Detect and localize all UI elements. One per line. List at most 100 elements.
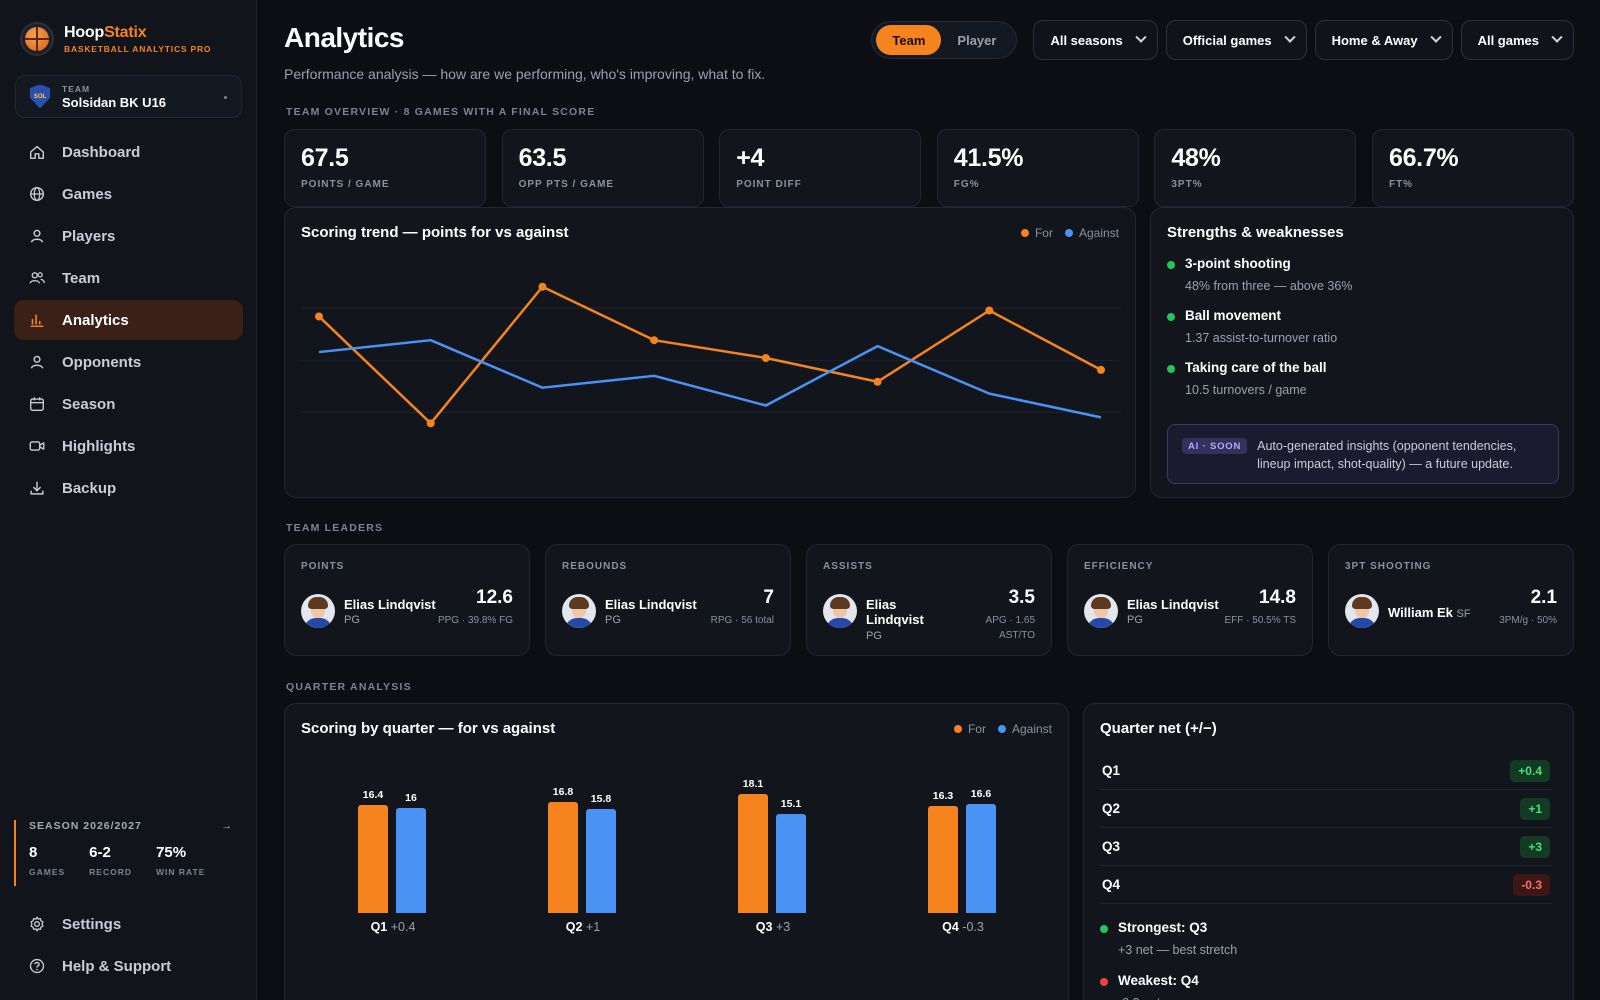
- bar-chart-icon: [28, 311, 46, 329]
- arrow-right-icon[interactable]: →: [221, 820, 233, 832]
- quarter-bars-legend: For Against: [942, 722, 1052, 736]
- brand-subtitle: BASKETBALL ANALYTICS PRO: [64, 44, 212, 54]
- data-point-for[interactable]: [985, 306, 994, 315]
- data-point-for[interactable]: [650, 336, 659, 345]
- more-dot-icon: [224, 96, 227, 99]
- strength-title: Taking care of the ball: [1185, 360, 1327, 375]
- data-point-for[interactable]: [538, 282, 547, 291]
- quarter-group-q4: 16.3 16.6 Q4 -0.3: [903, 764, 1023, 934]
- sidebar-item-backup[interactable]: Backup: [14, 468, 243, 508]
- leader-card-points[interactable]: POINTS PG Elias Lindqvist 12.6 PPG · 39.8% F…: [284, 544, 530, 656]
- quarter-strongest-note: Strongest: Q3 +3 net — best stretch: [1100, 920, 1552, 957]
- leader-detail: PPG · 39.8% FG: [437, 615, 513, 626]
- sidebar-bottom-nav: Settings Help & Support: [14, 904, 243, 988]
- leader-name: Elias Lindqvist: [344, 597, 454, 612]
- overview-section-label: TEAM OVERVIEW · 8 GAMES WITH A FINAL SCO…: [286, 106, 596, 118]
- player-avatar: [823, 594, 857, 628]
- leader-detail: APG · 1.65 AST/TO: [985, 615, 1035, 641]
- strength-dot-icon: [1167, 313, 1175, 321]
- data-point-for[interactable]: [1097, 365, 1105, 374]
- team-switcher[interactable]: SOL TEAM Solsidan BK U16: [15, 75, 242, 118]
- bar-for-q1[interactable]: [358, 805, 388, 913]
- filter-all-games-select[interactable]: All games: [1460, 20, 1574, 60]
- quarter-net-value: +1: [582, 920, 601, 934]
- kpi-points-game: 67.5 POINTS / GAME: [284, 129, 486, 207]
- kpi-ft: 66.7% FT%: [1371, 129, 1574, 207]
- calendar-icon: [28, 395, 46, 413]
- download-icon: [28, 479, 46, 497]
- bar-against-q1[interactable]: [396, 807, 426, 913]
- leader-card-3pt-shooting[interactable]: 3PT SHOOTING William Ek SF 2.1 3PM/g · 50%: [1328, 544, 1574, 656]
- sidebar-item-analytics[interactable]: Analytics: [14, 300, 243, 340]
- quarter-weakest-note: Weakest: Q4 -0.3 net: [1100, 973, 1552, 1000]
- data-point-for[interactable]: [873, 377, 882, 386]
- bar-against-q3[interactable]: [776, 813, 806, 913]
- quarter-net-value: +3: [772, 920, 791, 934]
- leader-card-rebounds[interactable]: REBOUNDS PG Elias Lindqvist 7 RPG · 56 total: [545, 544, 791, 656]
- filter-all-seasons-select[interactable]: All seasons: [1033, 20, 1158, 60]
- toggle-team[interactable]: Team: [876, 25, 942, 55]
- leader-name-text: Elias Lindqvist: [344, 597, 436, 612]
- sidebar-item-team[interactable]: Team: [14, 258, 243, 298]
- leader-card-assists[interactable]: ASSISTS Elias Lindqvist PG 3.5 APG · 1.65 A…: [806, 544, 1052, 656]
- brand[interactable]: HoopStatix BASKETBALL ANALYTICS PRO: [20, 22, 211, 56]
- sidebar-item-dashboard[interactable]: Dashboard: [14, 132, 243, 172]
- season-stat-games: 8 GAMES: [29, 844, 65, 877]
- stat-value: 6-2: [89, 844, 111, 861]
- strength-desc: 1.37 assist-to-turnover ratio: [1185, 331, 1338, 345]
- data-point-for[interactable]: [426, 419, 435, 428]
- bar-against-q2[interactable]: [586, 809, 616, 913]
- sidebar-item-season[interactable]: Season: [14, 384, 243, 424]
- season-summary[interactable]: SEASON 2026/2027 → 8 GAMES 6-2 RECORD 75% WIN …: [14, 820, 243, 886]
- leader-name-text: Elias Lindqvist: [866, 597, 924, 627]
- bar-for-q4[interactable]: [928, 805, 958, 913]
- player-avatar: [1345, 594, 1379, 628]
- quarter-name: Q1: [370, 920, 388, 934]
- ai-soon-badge: AI · SOON: [1182, 438, 1248, 454]
- sidebar-item-label: Opponents: [62, 353, 142, 371]
- data-point-for[interactable]: [761, 354, 770, 362]
- data-point-for[interactable]: [315, 312, 323, 321]
- filter-home-away-select[interactable]: Home & Away: [1314, 20, 1453, 60]
- leader-name: Elias Lindqvist: [1127, 597, 1237, 612]
- bar-for-q3[interactable]: [738, 793, 768, 913]
- leaders-row: POINTS PG Elias Lindqvist 12.6 PPG · 39.8% F…: [284, 544, 1574, 656]
- strengths-card: Strengths & weaknesses 3-point shooting 4…: [1150, 207, 1574, 498]
- quarter-group-q1: 16.4 16 Q1 +0.4: [333, 764, 453, 934]
- kpi-point-diff: +4 POINT DIFF: [719, 129, 922, 207]
- toggle-player[interactable]: Player: [957, 32, 997, 48]
- leader-value: 14.8: [1259, 587, 1296, 608]
- quarter-axis-label: Q4 -0.3: [903, 920, 1023, 934]
- select-value: Official games: [1182, 32, 1272, 48]
- bar-value-label: 18.1: [742, 777, 764, 790]
- kpi-opp-pts-game: 63.5 OPP PTS / GAME: [501, 129, 704, 207]
- bar-for-q2[interactable]: [548, 802, 578, 913]
- leader-value: 2.1: [1530, 587, 1557, 608]
- quarter-group-q3: 18.1 15.1 Q3 +3: [713, 764, 833, 934]
- sidebar-item-opponents[interactable]: Opponents: [14, 342, 243, 382]
- sidebar-item-label: Team: [62, 269, 101, 287]
- leader-value: 3.5: [1008, 587, 1035, 608]
- chevron-down-icon: [1551, 31, 1563, 43]
- sidebar-item-highlights[interactable]: Highlights: [14, 426, 243, 466]
- quarter-net-value: -0.3: [958, 920, 984, 934]
- team-player-toggle: Team Player: [871, 21, 1018, 59]
- sidebar-item-games[interactable]: Games: [14, 174, 243, 214]
- team-name: Solsidan BK U16: [62, 94, 167, 110]
- filter-official-games-select[interactable]: Official games: [1165, 20, 1307, 60]
- kpi-value: +4: [736, 144, 765, 172]
- quarter-bars-card: Scoring by quarter — for vs against For …: [284, 703, 1069, 1000]
- sidebar-item-players[interactable]: Players: [14, 216, 243, 256]
- kpi-row: 67.5 POINTS / GAME 63.5 OPP PTS / GAME +4 POI…: [284, 129, 1574, 207]
- quarter-label: Q1: [1102, 763, 1121, 778]
- stat-label: WIN RATE: [156, 867, 206, 877]
- leader-card-efficiency[interactable]: EFFICIENCY PG Elias Lindqvist 14.8 EFF · 50.…: [1067, 544, 1313, 656]
- sidebar-item-help-support[interactable]: Help & Support: [14, 946, 243, 986]
- quarter-axis-label: Q2 +1: [523, 920, 643, 934]
- leader-name-text: Elias Lindqvist: [605, 597, 697, 612]
- bar-value-label: 16.8: [552, 786, 574, 799]
- bar-against-q4[interactable]: [966, 803, 996, 913]
- bar-value-label: 16.6: [970, 787, 992, 800]
- leader-category: ASSISTS: [823, 561, 873, 572]
- sidebar-item-settings[interactable]: Settings: [14, 904, 243, 944]
